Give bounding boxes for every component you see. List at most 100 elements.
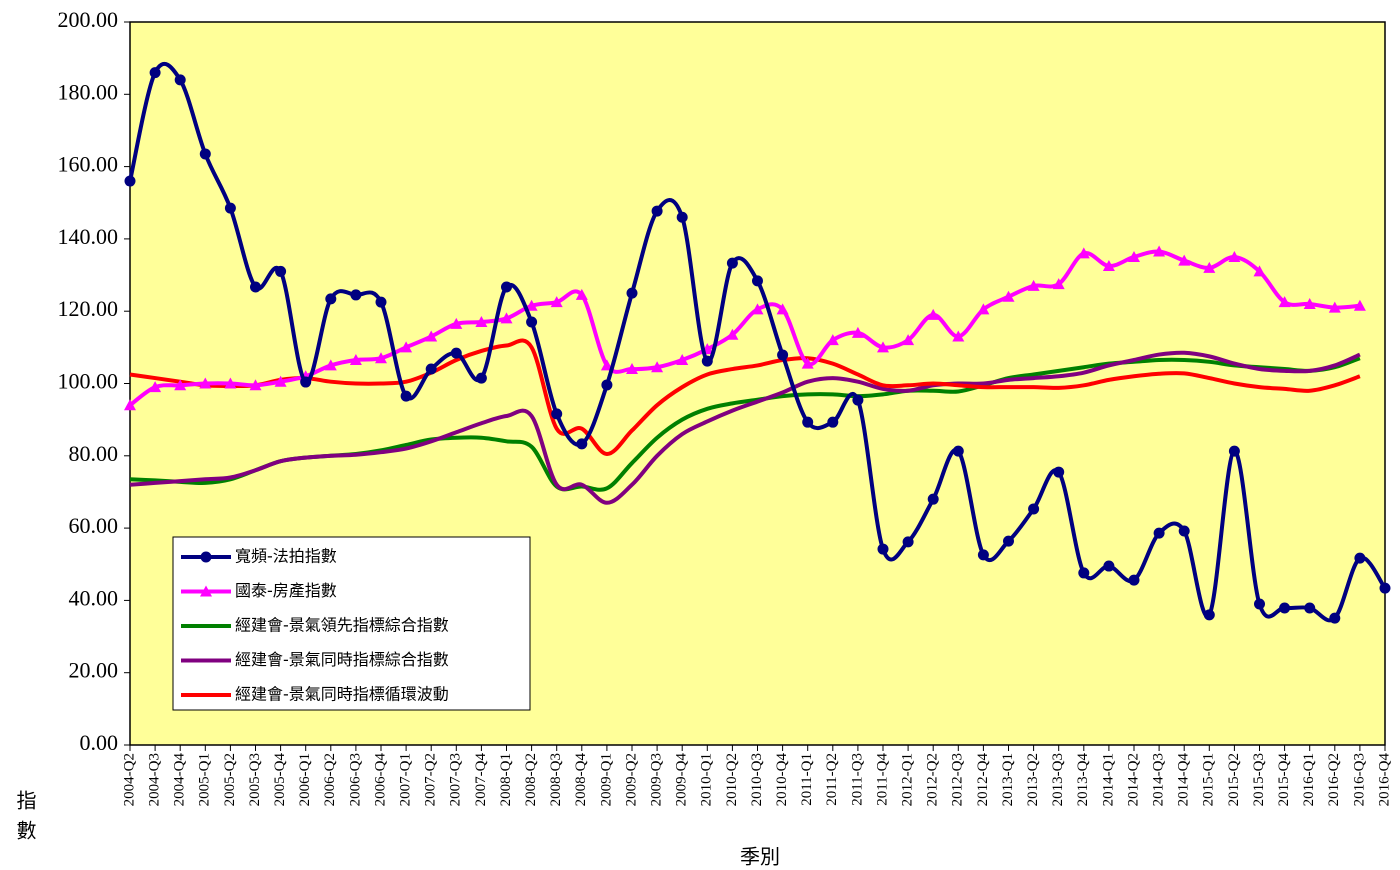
marker (250, 281, 261, 293)
series (129, 338, 1361, 456)
x-tick-label: 2011-Q3 (849, 753, 865, 806)
marker (651, 361, 664, 373)
series (124, 61, 1391, 624)
marker (1279, 602, 1291, 614)
marker (651, 205, 663, 217)
marker (525, 299, 538, 311)
marker (425, 363, 437, 375)
marker (425, 330, 438, 342)
x-tick-label: 2014-Q2 (1125, 753, 1141, 806)
marker (149, 67, 161, 79)
marker (852, 394, 864, 406)
x-tick-label: 2006-Q4 (372, 753, 388, 807)
marker (927, 308, 940, 320)
x-tick-label: 2013-Q1 (1000, 753, 1016, 806)
legend-label: 經建會-景氣領先指標綜合指數 (235, 616, 449, 635)
y-tick-label: 140.00 (58, 224, 119, 249)
marker (927, 493, 939, 505)
x-tick-label: 2012-Q1 (900, 753, 916, 806)
marker (400, 390, 412, 402)
x-tick-label: 2006-Q3 (347, 753, 363, 806)
y-tick-label: 100.00 (58, 369, 119, 394)
marker (400, 341, 413, 353)
marker (174, 74, 186, 86)
marker (124, 175, 136, 187)
marker (375, 296, 387, 308)
marker (501, 281, 512, 293)
x-tick-label: 2013-Q3 (1050, 753, 1066, 806)
y-tick-label: 120.00 (58, 296, 119, 321)
x-tick-label: 2006-Q1 (297, 753, 313, 806)
marker (952, 330, 965, 342)
x-tick-label: 2012-Q3 (950, 753, 966, 806)
legend-label: 寬頻-法拍指數 (235, 547, 337, 566)
marker (1353, 299, 1366, 311)
marker (275, 265, 287, 277)
marker (777, 349, 789, 361)
marker (1153, 245, 1166, 257)
x-tick-label: 2015-Q1 (1201, 753, 1217, 806)
marker (851, 326, 864, 338)
marker (801, 357, 814, 369)
y-axis-label: 指數 (13, 790, 37, 850)
x-tick-label: 2013-Q4 (1075, 753, 1091, 807)
x-tick-label: 2015-Q3 (1251, 753, 1267, 806)
marker (375, 352, 387, 364)
marker (199, 377, 212, 389)
marker (1053, 466, 1065, 478)
legend-label: 經建會-景氣同時指標綜合指數 (235, 650, 449, 669)
x-tick-label: 2009-Q1 (598, 753, 614, 806)
marker (1052, 278, 1065, 290)
series (129, 350, 1361, 505)
marker (575, 288, 588, 300)
marker (1103, 560, 1115, 572)
marker (576, 438, 588, 450)
marker (300, 376, 312, 388)
x-tick-label: 2015-Q4 (1276, 753, 1292, 807)
x-tick-label: 2010-Q3 (749, 753, 765, 806)
marker (475, 316, 488, 328)
marker (1153, 527, 1165, 539)
marker (626, 287, 638, 299)
x-tick-label: 2011-Q4 (874, 753, 890, 806)
x-tick-label: 2008-Q1 (498, 753, 514, 806)
marker (977, 549, 989, 561)
marker (1329, 612, 1341, 624)
marker (349, 354, 362, 366)
x-tick-label: 2010-Q4 (774, 753, 790, 807)
x-tick-label: 2016-Q2 (1326, 753, 1342, 806)
marker (1203, 261, 1216, 273)
x-tick-label: 2014-Q1 (1100, 753, 1116, 806)
y-tick-label: 180.00 (58, 79, 119, 104)
x-tick-label: 2010-Q1 (699, 753, 715, 806)
marker (676, 354, 689, 366)
x-axis-label: 季別 (740, 845, 780, 869)
marker (626, 363, 638, 375)
marker (325, 293, 337, 305)
marker (1027, 279, 1040, 291)
marker (902, 536, 914, 548)
x-tick-label: 2005-Q2 (222, 753, 238, 806)
y-tick-label: 60.00 (69, 513, 119, 538)
x-tick-label: 2009-Q2 (623, 753, 639, 806)
marker (1102, 260, 1115, 272)
marker (1303, 297, 1316, 309)
marker (149, 381, 162, 393)
marker (751, 303, 764, 315)
marker (200, 551, 212, 563)
marker (877, 543, 889, 555)
y-tick-label: 160.00 (58, 152, 119, 177)
x-tick-label: 2004-Q4 (172, 753, 188, 807)
x-tick-label: 2013-Q2 (1025, 753, 1041, 806)
marker (1203, 609, 1215, 621)
marker (802, 416, 814, 428)
marker (1178, 254, 1191, 266)
marker (350, 289, 362, 301)
marker (600, 359, 613, 371)
x-tick-label: 2016-Q3 (1351, 753, 1367, 806)
y-tick-label: 0.00 (80, 730, 119, 755)
marker (902, 334, 915, 346)
legend (172, 536, 531, 711)
marker (877, 341, 889, 353)
